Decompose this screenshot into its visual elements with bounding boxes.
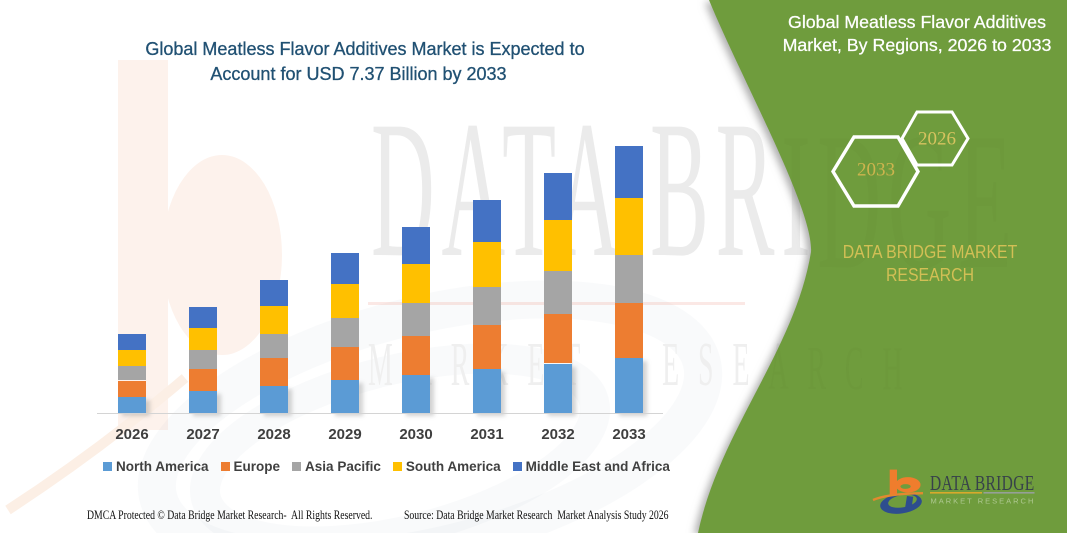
svg-text:2026: 2026: [918, 129, 956, 150]
svg-text:MARKET RESEARCH: MARKET RESEARCH: [931, 497, 1036, 506]
svg-text:DATA BRIDGE: DATA BRIDGE: [930, 472, 1035, 496]
svg-text:2033: 2033: [857, 160, 895, 181]
